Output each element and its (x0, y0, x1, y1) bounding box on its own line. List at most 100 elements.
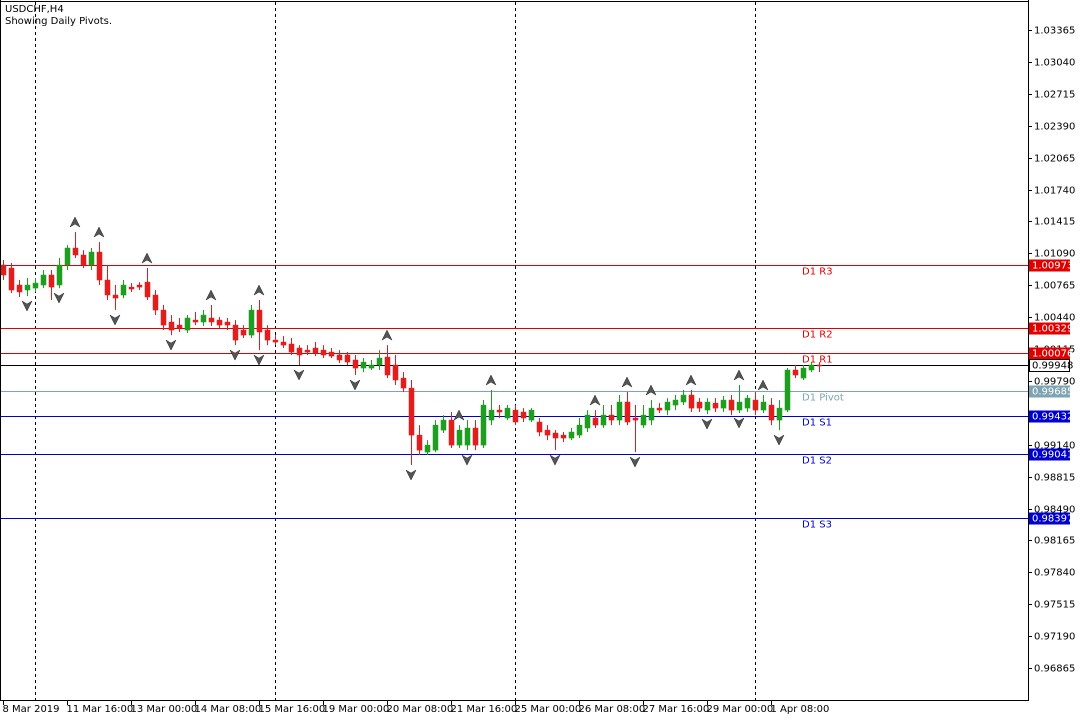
candle-body (504, 407, 511, 419)
candle-body (736, 401, 743, 411)
candle-body (184, 317, 191, 331)
candle-body (360, 361, 367, 369)
candle-body (200, 314, 207, 323)
candle-body (416, 434, 423, 451)
pivot-price-label: 1.00973 (1032, 261, 1073, 272)
pivot-price-label: 0.98397 (1032, 514, 1073, 525)
fractal-down (349, 379, 361, 391)
candle-body (712, 402, 719, 409)
candle-body (192, 319, 199, 323)
candle-body (648, 407, 655, 421)
y-tick-label: 0.98165 (1034, 536, 1075, 547)
fractal-up (621, 376, 633, 388)
pivot-price-label: 0.99041 (1032, 450, 1073, 461)
candle-body (48, 274, 55, 288)
candle-body (280, 341, 287, 346)
y-tick-label: 1.02390 (1034, 122, 1075, 133)
y-tick-label: 0.99790 (1034, 377, 1075, 388)
candle-body (160, 309, 167, 326)
fractal-down (253, 354, 265, 366)
candle-body (704, 401, 711, 411)
pivot-price-box (1029, 347, 1070, 360)
candle-body (552, 432, 559, 439)
candle-body (728, 399, 735, 411)
candle-body (544, 429, 551, 436)
candle-body (688, 394, 695, 409)
candle-body (616, 401, 623, 421)
pivot-name: D1 S2 (802, 456, 832, 467)
pivot-name: D1 S1 (802, 418, 832, 429)
candle-body (384, 356, 391, 376)
candle-body (344, 354, 351, 363)
x-tick-label: 14 Mar 08:00 (195, 704, 262, 715)
chart-subtitle: Showing Daily Pivots. (5, 16, 112, 27)
candle-body (448, 419, 455, 446)
x-tick-label: 1 Apr 08:00 (771, 704, 830, 715)
candle-body (744, 397, 751, 409)
candle-body (664, 401, 671, 411)
candle-body (304, 349, 311, 353)
pivot-price-box (1029, 410, 1070, 423)
pivot-price-box (1029, 448, 1070, 461)
candle-body (80, 254, 87, 266)
fractal-down (53, 292, 65, 304)
x-tick-label: 29 Mar 00:00 (707, 704, 774, 715)
candle-body (32, 282, 39, 289)
fractal-down (405, 469, 417, 481)
candle-body (520, 411, 527, 419)
candle-body (600, 414, 607, 426)
fractal-up (645, 384, 657, 396)
candle-body (232, 324, 239, 341)
candle-body (656, 407, 663, 411)
fractal-up (205, 289, 217, 301)
candle-body (456, 429, 463, 446)
y-tick-label: 1.01415 (1034, 217, 1075, 228)
x-tick-label: 25 Mar 00:00 (515, 704, 582, 715)
candle-body (496, 409, 503, 413)
candle-body (136, 284, 143, 288)
y-tick-label: 1.03040 (1034, 58, 1075, 69)
pivot-price-box (1029, 385, 1070, 398)
fractal-down (293, 369, 305, 381)
fractal-up (757, 379, 769, 391)
candle-body (168, 321, 175, 331)
pivot-price-label: 1.00076 (1032, 349, 1073, 360)
y-tick-label: 1.03365 (1034, 26, 1075, 37)
x-tick-label: 26 Mar 08:00 (579, 704, 646, 715)
candle-body (392, 364, 399, 381)
candle-body (512, 409, 519, 423)
fractal-up (93, 226, 105, 238)
fractal-up (733, 369, 745, 381)
fractal-up (589, 394, 601, 406)
x-tick-label: 8 Mar 2019 (3, 704, 60, 715)
candle-body (16, 284, 23, 293)
candle-layer (0, 216, 823, 481)
current-price-label: 0.99948 (1032, 361, 1073, 372)
candle-body (440, 419, 447, 431)
candle-body (808, 364, 815, 371)
candle-body (424, 444, 431, 453)
candle-body (64, 247, 71, 266)
candle-body (56, 264, 63, 286)
fractal-down (733, 417, 745, 429)
candle-body (784, 369, 791, 411)
candle-body (584, 414, 591, 429)
candle-body (760, 401, 767, 411)
candle-body (568, 431, 575, 439)
fractal-up (453, 409, 465, 421)
candle-body (0, 264, 7, 276)
candle-body (104, 279, 111, 296)
axis-layer: 1.03365 1.03040 1.02715 1.02390 1.02065 1.017… (3, 26, 1076, 716)
fractal-up (253, 284, 265, 296)
candle-body (672, 399, 679, 406)
current-price-box (1029, 359, 1070, 372)
x-tick-label: 20 Mar 08:00 (387, 704, 454, 715)
candle-body (528, 409, 535, 421)
y-tick-label: 0.97515 (1034, 600, 1075, 611)
candle-body (592, 417, 599, 426)
candle-body (296, 347, 303, 356)
candle-body (320, 349, 327, 356)
candle-body (328, 351, 335, 357)
pivot-name: D1 S3 (802, 520, 832, 531)
candle-body (216, 319, 223, 326)
